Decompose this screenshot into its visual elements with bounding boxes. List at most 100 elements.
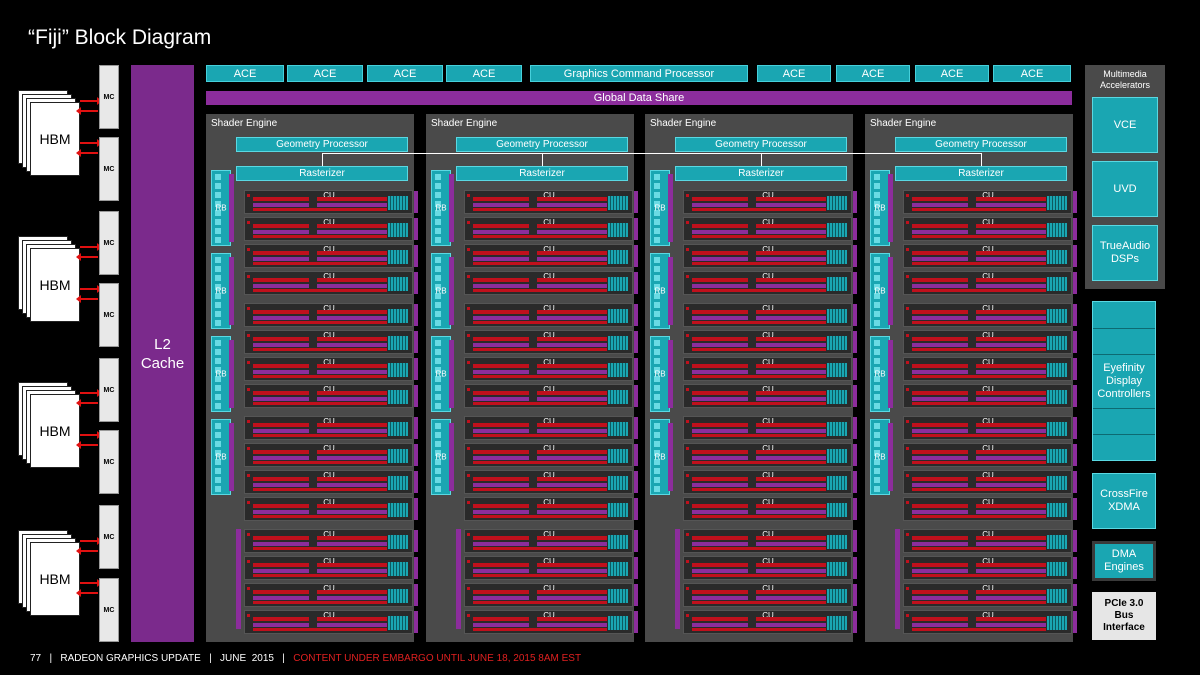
rb-cell [435,367,441,373]
compute-unit: CU [244,529,413,553]
cu-simd [537,450,607,454]
rb-cell [215,293,221,299]
cu-label: CU [982,191,994,200]
rb-cell [215,311,221,317]
cu-simd [537,251,607,255]
cu-simd [912,364,968,368]
cu-side-bar [634,218,638,240]
rb-label: RB [215,286,227,296]
cu-simd [912,348,1046,351]
cu-dot [686,221,689,224]
cu-register [473,456,529,460]
cu-register [756,203,826,207]
cu-register [912,203,968,207]
cu-register [692,370,748,374]
cu-dot [467,560,470,563]
cu-register [253,284,309,288]
compute-unit: CU [683,470,852,494]
cu-simd [692,278,748,282]
cu-label: CU [323,191,335,200]
cu-simd [976,364,1046,368]
cu-register [253,542,309,546]
cu-simd [976,423,1046,427]
compute-unit: CU [903,244,1072,268]
cu-register [537,483,607,487]
cu-simd [317,310,387,314]
hbm-arrow [76,547,98,555]
cu-cache [827,589,847,603]
render-backend: RB [431,336,451,412]
cu-register [756,316,826,320]
cu-side-bar [1073,471,1077,493]
rb-cell [435,340,441,346]
cu-dot [467,334,470,337]
cu-simd [317,504,387,508]
cu-side-bar [1073,611,1077,633]
rb-cell [874,394,880,400]
geometry-processor: Geometry Processor [236,137,408,152]
cu-dot [906,587,909,590]
cu-register [756,456,826,460]
cu-label: CU [762,498,774,507]
cu-cache [827,390,847,404]
cu-dot [686,420,689,423]
cu-simd [317,391,387,395]
rb-cell [654,349,660,355]
cu-cache [388,196,408,210]
cu-simd [692,391,748,395]
rb-cell [435,257,441,263]
cu-side-bar [634,498,638,520]
cu-simd [317,477,387,481]
cu-register [912,456,968,460]
cu-register [976,542,1046,546]
rb-cell [654,266,660,272]
cu-label: CU [323,498,335,507]
cu-register [912,257,968,261]
rb-cell [654,237,660,243]
cu-cache [827,422,847,436]
cu-simd [537,337,607,341]
cu-register [473,596,529,600]
cu-side-bar [1073,218,1077,240]
cu-simd [692,434,826,437]
cu-label: CU [543,191,555,200]
compute-unit: CU [464,583,633,607]
rb-cell [215,210,221,216]
rb-cell [874,450,880,456]
rb-cell [654,340,660,346]
cu-simd [756,197,826,201]
cu-dot [247,388,250,391]
cu-register [317,257,387,261]
rasterizer: Rasterizer [236,166,408,181]
cu-side-bar [1073,385,1077,407]
cu-dot [467,248,470,251]
cu-simd [692,574,826,577]
cu-simd [976,278,1046,282]
cu-register [976,456,1046,460]
rb-side-bar [668,174,673,242]
rb-cell [215,423,221,429]
cu-side-bar [634,557,638,579]
cu-simd [692,289,826,292]
cu-register [537,343,607,347]
rb-cell [215,468,221,474]
cu-simd [253,402,387,405]
cu-simd [756,310,826,314]
cu-register [473,510,529,514]
footer: 77 | RADEON GRAPHICS UPDATE | JUNE 2015 … [30,653,581,664]
cu-simd [976,536,1046,540]
pcie-line1: PCIe 3.0 [1104,598,1144,609]
memory-controller: MC [99,505,119,569]
rb-cell [654,320,660,326]
eyefinity-line2: Display [1105,374,1143,387]
cu-side-bar [634,304,638,326]
rb-cell [654,275,660,281]
cu-register [976,370,1046,374]
cu-register [976,316,1046,320]
cu-register [912,542,968,546]
compute-unit: CU [244,357,413,381]
eyefinity-divider [1093,354,1155,355]
cu-group-side-bar [236,529,241,629]
cu-dot [247,420,250,423]
cu-register [692,542,748,546]
